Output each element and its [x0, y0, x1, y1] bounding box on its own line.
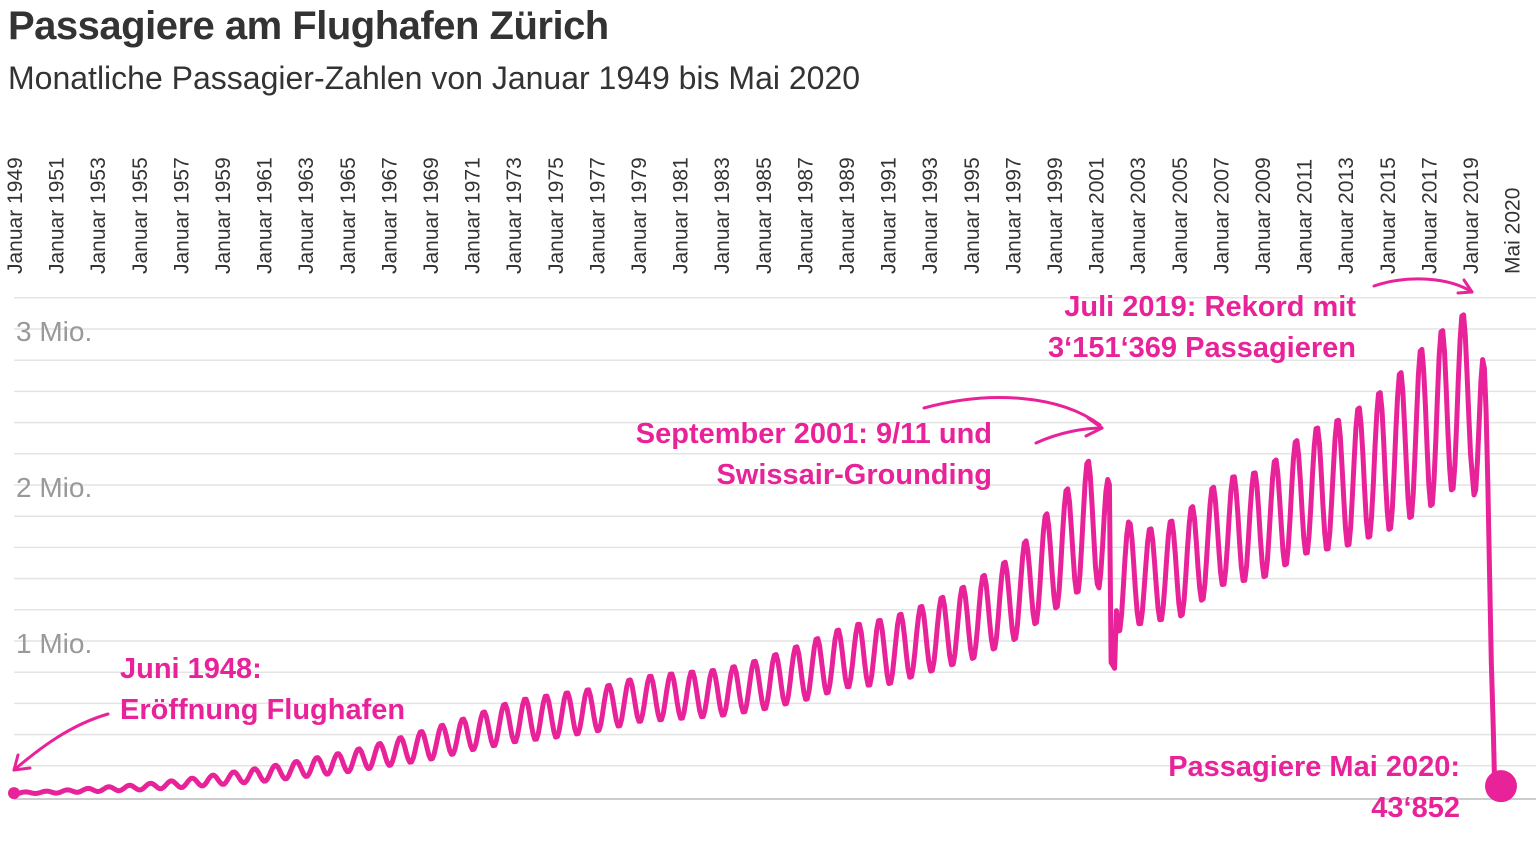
- x-tick-label: Januar 1977: [586, 157, 609, 274]
- x-tick-label: Januar 1969: [420, 157, 443, 274]
- x-tick-label: Januar 1979: [628, 157, 651, 274]
- x-tick-label: Januar 1985: [753, 157, 776, 274]
- annotation-record-line-1: Juli 2019: Rekord mit: [1064, 291, 1356, 323]
- annotation-record-line-2: 3‘151‘369 Passagieren: [1048, 332, 1356, 364]
- x-tick-label: Januar 1973: [503, 157, 526, 274]
- x-tick-label: Januar 1949: [4, 157, 27, 274]
- chart-subtitle: Monatliche Passagier-Zahlen von Januar 1…: [8, 60, 861, 96]
- opening-arrow-head: [12, 753, 32, 772]
- series-line-passagiere: [13, 312, 1499, 797]
- x-tick-label: Januar 1987: [794, 157, 817, 274]
- annotation-opening-line-2: Eröffnung Flughafen: [120, 694, 405, 726]
- x-tick-label: Januar 1967: [378, 157, 401, 274]
- x-tick-label: Januar 1993: [919, 157, 942, 274]
- y-axis-ticks: 1 Mio. 2 Mio. 3 Mio.: [16, 316, 92, 659]
- record-arrow: [1372, 277, 1474, 294]
- x-tick-label: Januar 2011: [1294, 159, 1317, 274]
- x-tick-label: Januar 2013: [1335, 157, 1358, 274]
- annotation-may2020-line-1: Passagiere Mai 2020:: [1168, 751, 1460, 783]
- x-tick-label: Januar 1997: [1002, 157, 1025, 274]
- annotation-nine-eleven-line-1: September 2001: 9/11 und: [636, 418, 992, 450]
- x-tick-label: Januar 2015: [1377, 157, 1400, 274]
- x-tick-label: Januar 1991: [878, 157, 901, 274]
- end-point-may-2020: [1485, 770, 1517, 803]
- x-axis-ticks: Januar 1949 Januar 1951 Januar 1953 Januar …: [4, 157, 1525, 274]
- annotation-arrows: [12, 277, 1474, 772]
- x-tick-label: Januar 1953: [87, 157, 110, 274]
- x-tick-label: Januar 2017: [1418, 157, 1441, 274]
- x-tick-label: Januar 2019: [1460, 157, 1483, 274]
- annotation-nine-eleven-line-2: Swissair-Grounding: [716, 459, 992, 491]
- y-tick-label: 2 Mio.: [16, 472, 92, 503]
- record-arrow-head: [1456, 278, 1474, 295]
- annotation-may2020-line-2: 43‘852: [1371, 792, 1460, 824]
- chart-title: Passagiere am Flughafen Zürich: [8, 4, 609, 48]
- start-point: [8, 787, 20, 800]
- x-tick-label: Januar 1959: [212, 157, 235, 274]
- nine-eleven-arrow: [922, 396, 1104, 445]
- annotation-opening-line-1: Juni 1948:: [120, 653, 262, 685]
- x-tick-label: Januar 1989: [836, 157, 859, 274]
- x-tick-label: Januar 1955: [129, 157, 152, 274]
- x-tick-label: Januar 2001: [1086, 157, 1109, 274]
- x-tick-label: Januar 1975: [545, 157, 568, 274]
- x-tick-label: Januar 2007: [1210, 157, 1233, 274]
- opening-arrow: [12, 712, 110, 772]
- x-tick-label: Januar 1963: [295, 157, 318, 274]
- x-tick-label: Januar 1995: [961, 157, 984, 274]
- y-tick-label: 1 Mio.: [16, 628, 92, 659]
- x-tick-label: Mai 2020: [1502, 188, 1525, 274]
- x-tick-label: Januar 1981: [670, 157, 693, 274]
- x-tick-label: Januar 1951: [46, 157, 69, 274]
- x-tick-label: Januar 1999: [1044, 157, 1067, 274]
- nine-eleven-arrow-head: [1084, 416, 1104, 438]
- x-tick-label: Januar 1983: [711, 157, 734, 274]
- y-tick-label: 3 Mio.: [16, 316, 92, 347]
- series-layer: [8, 312, 1517, 803]
- x-tick-label: Januar 1971: [462, 157, 485, 274]
- x-tick-label: Januar 2003: [1127, 157, 1150, 274]
- x-tick-label: Januar 2005: [1169, 157, 1192, 274]
- x-tick-label: Januar 1957: [170, 157, 193, 274]
- x-tick-label: Januar 1961: [254, 157, 277, 274]
- annotations: Juni 1948: Eröffnung Flughafen September 2…: [120, 291, 1460, 824]
- x-tick-label: Januar 1965: [337, 157, 360, 274]
- x-tick-label: Januar 2009: [1252, 157, 1275, 274]
